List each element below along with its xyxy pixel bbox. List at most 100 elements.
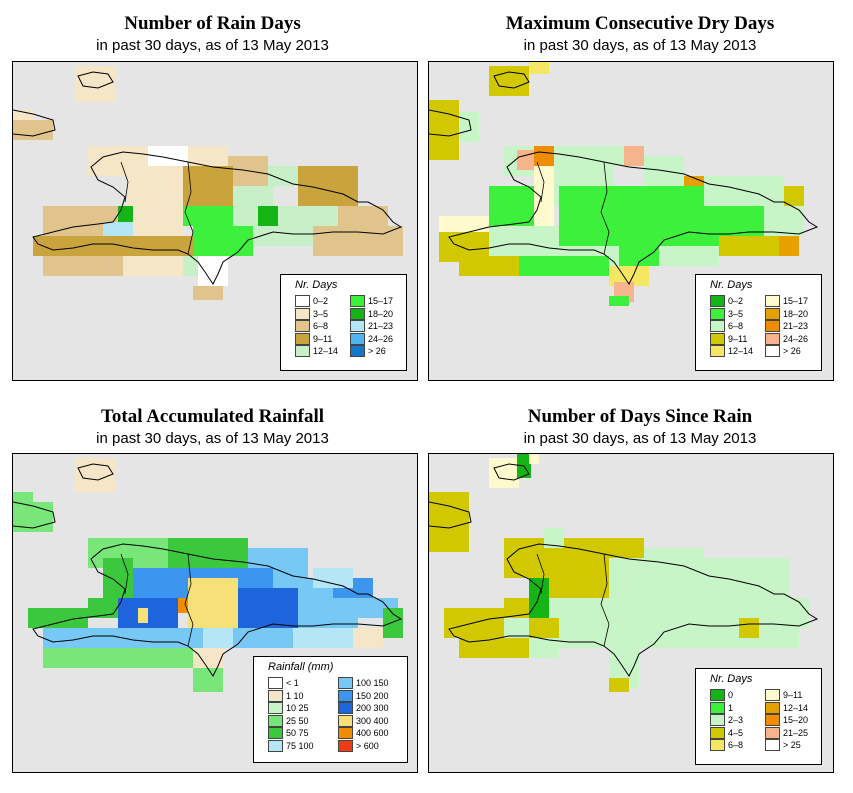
legend-swatch bbox=[268, 702, 283, 714]
legend-label: 12–14 bbox=[313, 346, 339, 356]
legend-swatch bbox=[338, 727, 353, 739]
legend-swatch bbox=[710, 739, 725, 751]
legend-label: 100 150 bbox=[356, 678, 389, 688]
legend-label: 300 400 bbox=[356, 715, 389, 726]
legend-swatch bbox=[350, 345, 365, 357]
legend-label: 200 300 bbox=[356, 703, 389, 713]
legend-swatch bbox=[268, 714, 283, 727]
legend-title: Nr. Days bbox=[710, 673, 753, 685]
panel-subtitle: in past 30 days, as of 13 May 2013 bbox=[523, 37, 757, 54]
legend-swatch bbox=[710, 295, 725, 307]
map-grid bbox=[13, 458, 403, 692]
grid-cells bbox=[13, 458, 403, 692]
legend-swatch bbox=[710, 307, 725, 320]
grid-cells bbox=[429, 62, 804, 306]
legend-swatch bbox=[710, 320, 725, 332]
map-rain-days bbox=[12, 61, 418, 381]
panel-title: Maximum Consecutive Dry Days bbox=[505, 13, 775, 34]
legend-label: 75 100 bbox=[286, 740, 314, 751]
legend-swatch bbox=[338, 714, 353, 727]
legend-label: 15–17 bbox=[783, 296, 809, 306]
legend-swatch bbox=[710, 689, 725, 701]
legend-label: 1 10 bbox=[286, 690, 304, 701]
legend-label: 9–11 bbox=[728, 333, 748, 344]
legend-swatch bbox=[765, 332, 780, 345]
grid-cells bbox=[13, 66, 403, 300]
legend-swatch bbox=[710, 345, 725, 357]
legend-label: 21–23 bbox=[368, 321, 394, 331]
legend-title: Nr. Days bbox=[710, 279, 753, 291]
legend-swatch bbox=[268, 739, 283, 752]
map-days-since-rain bbox=[428, 453, 834, 773]
legend-label: 50 75 bbox=[286, 728, 309, 738]
legend-swatch bbox=[268, 727, 283, 739]
legend-swatch bbox=[710, 714, 725, 726]
legend-title: Nr. Days bbox=[295, 279, 338, 291]
map-total-rainfall bbox=[12, 453, 418, 773]
legend-label: 24–26 bbox=[783, 333, 809, 344]
legend-total-rainfall: Rainfall (mm) < 1 1 10 10 25 25 50 50 75 75 1… bbox=[253, 656, 408, 763]
legend-swatch bbox=[338, 689, 353, 702]
legend-swatch bbox=[295, 345, 310, 357]
panel-title: Total Accumulated Rainfall bbox=[100, 406, 325, 427]
legend-label: 18–20 bbox=[368, 308, 394, 319]
panel-days-since-rain: Number of Days Since Rain in past 30 day… bbox=[427, 393, 853, 793]
legend-label: 400 600 bbox=[356, 728, 389, 738]
panel-total-rainfall: Total Accumulated Rainfall in past 30 da… bbox=[0, 393, 425, 793]
legend-label: 0–2 bbox=[728, 296, 744, 306]
panel-subtitle: in past 30 days, as of 13 May 2013 bbox=[96, 430, 329, 447]
legend-label: 2–3 bbox=[728, 715, 744, 725]
legend-label: 12–14 bbox=[783, 702, 809, 713]
legend-label: > 25 bbox=[783, 740, 801, 750]
panel-title: Number of Rain Days bbox=[124, 13, 301, 34]
legend-label: 21–23 bbox=[783, 321, 809, 331]
legend-label: 9–11 bbox=[783, 690, 803, 700]
legend-swatch bbox=[295, 295, 310, 307]
legend-swatch bbox=[765, 320, 780, 332]
legend-label: 0–2 bbox=[313, 296, 329, 306]
legend-swatch bbox=[765, 295, 780, 307]
legend-title: Rainfall (mm) bbox=[268, 661, 334, 673]
legend-swatch bbox=[350, 295, 365, 307]
legend-swatch bbox=[338, 739, 353, 752]
legend-days-since-rain: Nr. Days 0 1 2–3 4–5 6–8 9–11 12–14 15–20 21–25 >… bbox=[695, 668, 822, 765]
legend-swatch bbox=[295, 320, 310, 332]
legend-swatch bbox=[765, 739, 780, 751]
legend-label: 3–5 bbox=[313, 308, 329, 319]
map-grid bbox=[429, 62, 819, 306]
legend-swatch bbox=[338, 677, 353, 689]
legend-label: 0 bbox=[728, 690, 734, 700]
legend-label: 25 50 bbox=[286, 715, 309, 726]
legend-swatch bbox=[765, 307, 780, 320]
panel-max-dry-days: Maximum Consecutive Dry Days in past 30 … bbox=[427, 0, 853, 390]
panel-title: Number of Days Since Rain bbox=[527, 406, 753, 427]
legend-label: 21–25 bbox=[783, 727, 809, 738]
legend-swatch bbox=[710, 701, 725, 714]
map-grid bbox=[13, 66, 403, 300]
legend-label: 15–17 bbox=[368, 296, 394, 306]
legend-swatch bbox=[765, 345, 780, 357]
legend-label: 10 25 bbox=[286, 703, 309, 713]
map-grid bbox=[429, 454, 819, 692]
legend-swatch bbox=[268, 677, 283, 689]
legend-swatch bbox=[765, 701, 780, 714]
legend-label: 6–8 bbox=[313, 321, 329, 331]
legend-swatch bbox=[710, 726, 725, 739]
legend-label: < 1 bbox=[286, 678, 299, 688]
legend-swatch bbox=[350, 320, 365, 332]
legend-swatch bbox=[765, 726, 780, 739]
grid-cells bbox=[429, 454, 809, 692]
legend-swatch bbox=[268, 689, 283, 702]
legend-label: 18–20 bbox=[783, 308, 809, 319]
legend-swatch bbox=[295, 307, 310, 320]
legend-label: > 600 bbox=[356, 740, 379, 751]
legend-rain-days: Nr. Days 0–2 3–5 6–8 9–11 12–14 15–17 18–20 21–… bbox=[280, 274, 407, 371]
legend-label: 9–11 bbox=[313, 333, 333, 344]
panel-subtitle: in past 30 days, as of 13 May 2013 bbox=[523, 430, 757, 447]
legend-swatch bbox=[338, 702, 353, 714]
legend-label: 15–20 bbox=[783, 715, 809, 725]
legend-max-dry-days: Nr. Days 0–2 3–5 6–8 9–11 12–14 15–17 18–20 21–… bbox=[695, 274, 822, 371]
panel-rain-days: Number of Rain Days in past 30 days, as … bbox=[0, 0, 425, 390]
legend-label: 3–5 bbox=[728, 308, 744, 319]
legend-label: 6–8 bbox=[728, 740, 744, 750]
